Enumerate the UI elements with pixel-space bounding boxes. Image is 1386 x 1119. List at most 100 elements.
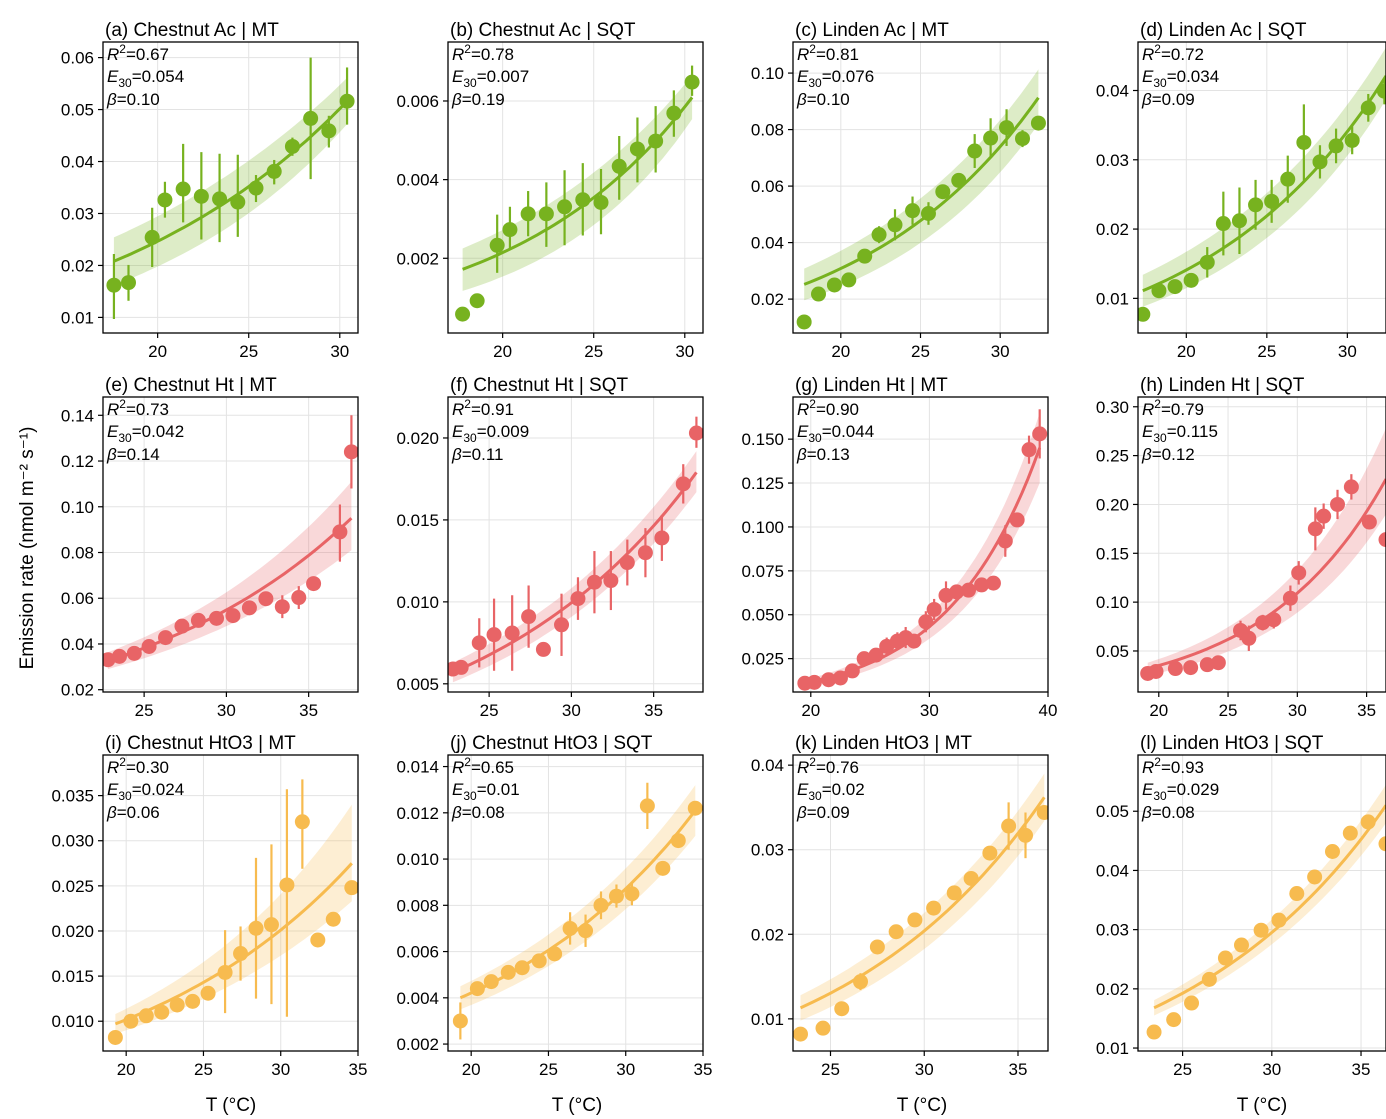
data-point <box>455 306 471 322</box>
chart-panel-e: 25 30 35 0.02 0.04 0.06 0.08 0.10 0.12 0.14 (e) Ch… <box>61 375 359 720</box>
chart-panel-g: 20 30 40 0.025 0.050 0.075 0.100 0.125 0.150 (g) … <box>741 375 1057 720</box>
data-point <box>1210 655 1226 671</box>
data-point <box>684 74 700 90</box>
x-tick-label: 20 <box>831 342 850 361</box>
plot-frame <box>1137 41 1386 334</box>
stat-r2-exponent: 2 <box>809 42 816 56</box>
fit-line <box>803 96 1040 286</box>
stat-r2-value: =0.81 <box>816 45 859 64</box>
data-point <box>687 800 703 816</box>
panel-title: (j) Chestnut HtO3 | SQT <box>450 733 653 754</box>
stat-e30-value: =0.076 <box>822 67 874 86</box>
data-point <box>562 920 578 936</box>
x-tick-label: 35 <box>694 1060 713 1079</box>
data-point <box>258 591 274 607</box>
x-tick-label: 30 <box>616 1060 635 1079</box>
y-tick-label: 0.25 <box>1096 447 1129 466</box>
data-point <box>154 1004 170 1020</box>
data-point <box>961 582 977 598</box>
y-tick-label: 0.06 <box>751 177 784 196</box>
data-point <box>1215 216 1231 232</box>
chart-panel-a: 20 25 30 0.01 0.02 0.03 0.04 0.05 0.06 (a) Chestn… <box>61 20 359 361</box>
data-point <box>608 888 624 904</box>
y-tick-label: 0.02 <box>1096 980 1129 999</box>
stat-e30-value: =0.007 <box>477 67 529 86</box>
stat-e30-value: =0.024 <box>132 780 184 799</box>
data-point <box>666 105 682 121</box>
stat-e30-value: =0.034 <box>1167 67 1219 86</box>
chart-panel-j: 20 25 30 35 0.002 0.004 0.006 0.008 0.010 0.012 0.… <box>396 733 712 1079</box>
stat-e30: E30=0.007 <box>452 67 529 90</box>
panel-title: (d) Linden Ac | SQT <box>1140 20 1307 41</box>
stat-e30-subscript: 30 <box>1153 789 1167 803</box>
plot-area <box>793 42 1048 333</box>
data-point <box>1296 134 1312 150</box>
stat-e30-value: =0.01 <box>477 780 520 799</box>
data-point <box>452 1013 468 1029</box>
data-point <box>106 277 122 293</box>
data-point <box>185 993 201 1009</box>
plot-area <box>448 755 703 1051</box>
confidence-band <box>1147 428 1386 676</box>
stat-r2: R2=0.78 <box>452 42 514 64</box>
stat-r2-exponent: 2 <box>1154 42 1161 56</box>
stat-beta-symbol: β <box>1141 90 1152 109</box>
data-point <box>144 229 160 245</box>
data-point <box>841 272 857 288</box>
y-tick-label: 0.06 <box>61 589 94 608</box>
stat-r2-value: =0.91 <box>471 400 514 419</box>
y-tick-label: 0.006 <box>396 943 439 962</box>
data-point <box>844 663 860 679</box>
data-point <box>949 584 965 600</box>
stat-r2: R2=0.81 <box>797 42 859 64</box>
data-point <box>578 923 594 939</box>
data-point <box>985 575 1001 591</box>
data-point <box>1015 131 1030 147</box>
x-tick-label: 30 <box>217 701 236 720</box>
y-tick-label: 0.05 <box>1096 642 1129 661</box>
stat-e30-value: =0.044 <box>822 422 874 441</box>
data-point <box>586 574 602 590</box>
data-point <box>997 533 1013 549</box>
y-axis-label: Emission rate (nmol m⁻² s⁻¹) <box>17 427 38 670</box>
stat-r2-symbol: R <box>452 45 464 64</box>
y-tick-label: 0.010 <box>396 850 439 869</box>
stat-r2: R2=0.72 <box>1142 42 1204 64</box>
data-point <box>520 206 536 222</box>
y-tick-label: 0.04 <box>61 635 94 654</box>
x-axis-label-col3: T (°C) <box>897 1095 948 1116</box>
data-point <box>121 275 136 291</box>
y-tick-label: 0.04 <box>751 234 784 253</box>
data-point <box>967 143 983 159</box>
data-point <box>514 960 530 976</box>
stat-e30-value: =0.02 <box>822 780 865 799</box>
data-point <box>918 614 934 630</box>
data-point <box>138 1008 154 1024</box>
y-tick-label: 0.006 <box>396 92 439 111</box>
stat-r2-value: =0.30 <box>126 758 169 777</box>
stat-r2: R2=0.30 <box>107 755 169 777</box>
plot-area <box>793 755 1048 1051</box>
y-tick-label: 0.050 <box>741 606 784 625</box>
stat-beta-symbol: β <box>796 445 807 464</box>
stat-beta-symbol: β <box>106 445 117 464</box>
fit-line <box>799 796 1046 1010</box>
y-tick-label: 0.035 <box>51 787 94 806</box>
plot-frame <box>447 41 704 334</box>
stat-r2-exponent: 2 <box>119 755 126 769</box>
x-tick-label: 30 <box>991 342 1010 361</box>
data-point <box>593 897 609 913</box>
y-tick-label: 0.05 <box>1096 802 1129 821</box>
data-point <box>306 576 322 592</box>
confidence-band <box>452 451 697 683</box>
plot-area <box>448 42 703 333</box>
confidence-band <box>1154 784 1386 1016</box>
data-point <box>248 180 264 196</box>
data-point <box>1344 132 1360 148</box>
y-tick-label: 0.08 <box>751 121 784 140</box>
stat-r2-value: =0.73 <box>126 400 169 419</box>
x-tick-label: 30 <box>330 342 349 361</box>
data-point <box>279 877 295 893</box>
stat-beta: β=0.13 <box>796 445 850 464</box>
stat-beta-symbol: β <box>106 803 117 822</box>
